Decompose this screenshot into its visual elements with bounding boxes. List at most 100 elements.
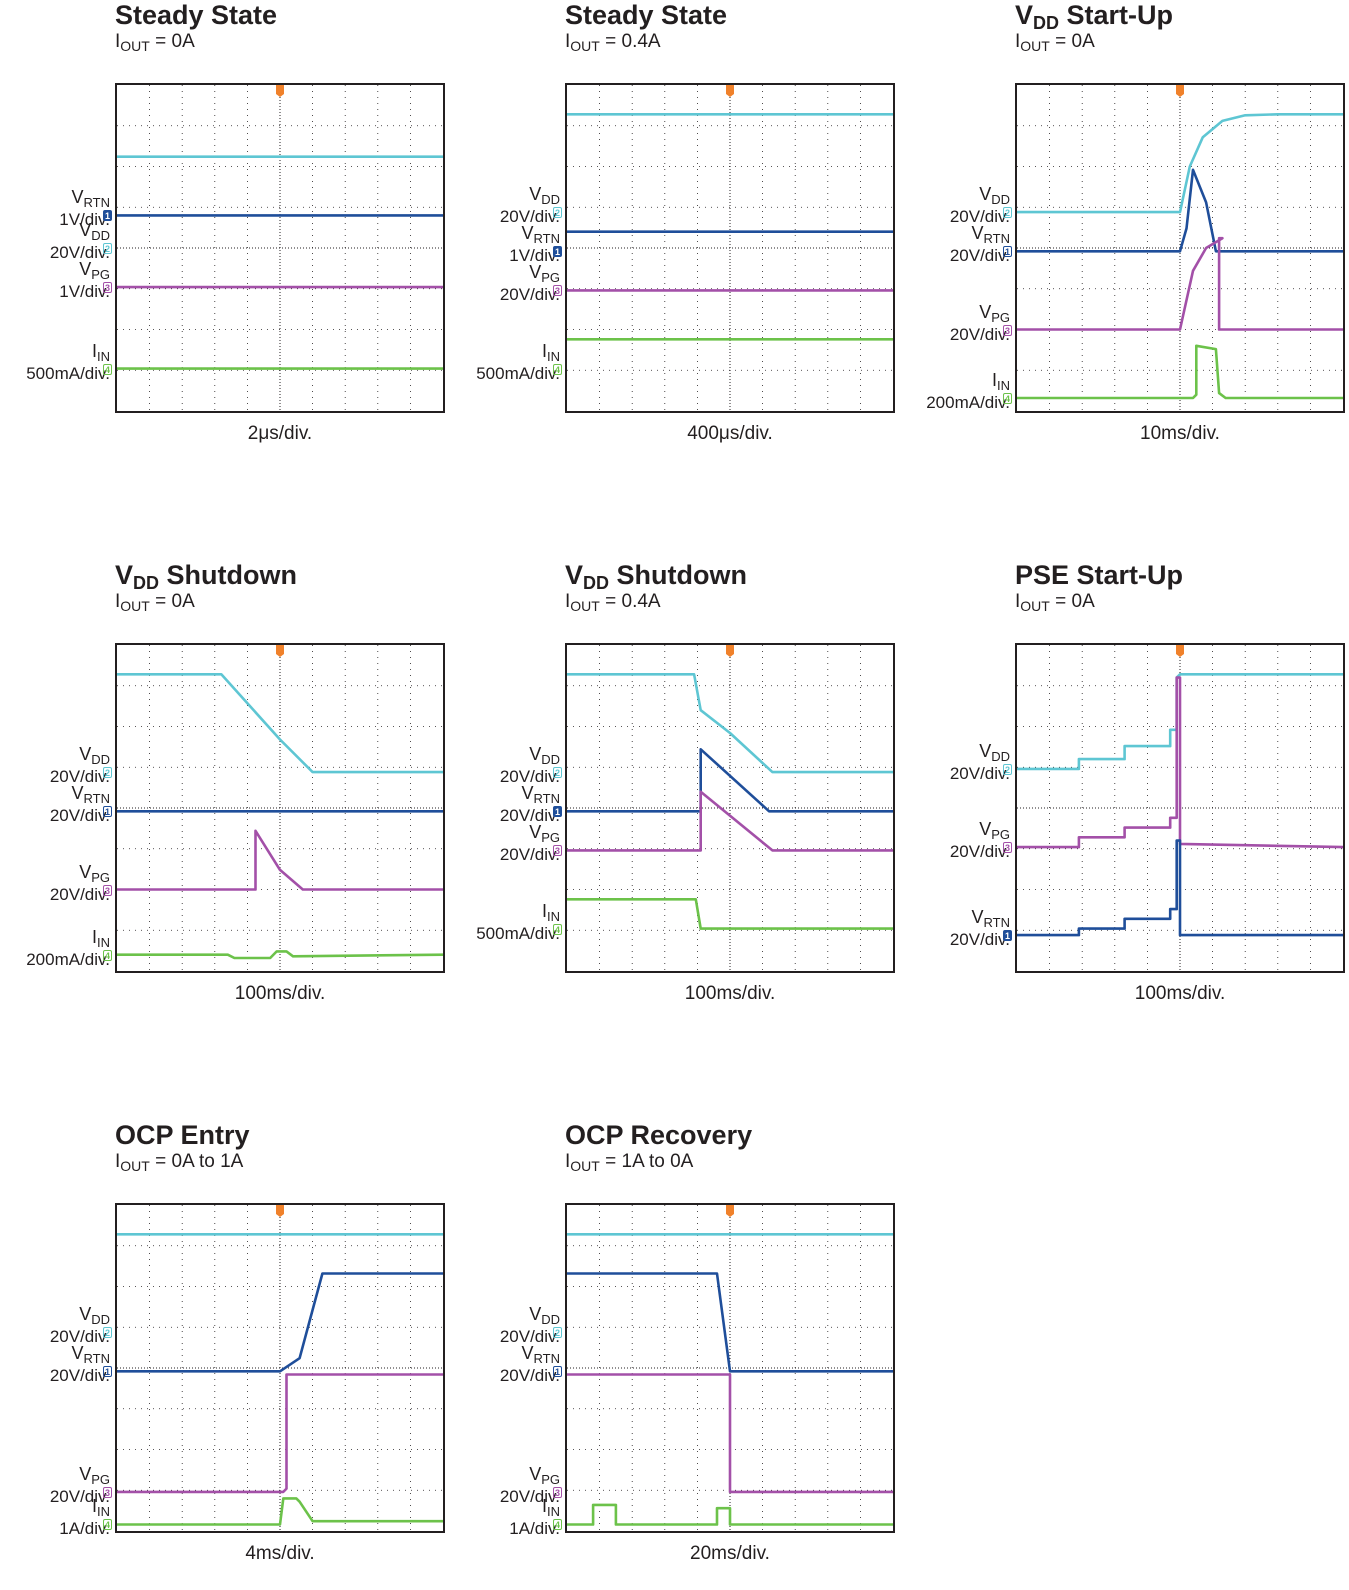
trace-vdd bbox=[117, 672, 443, 774]
scope-panel: VDD Shutdown IOUT = 0.4A VDD 20V/div. 2 VRTN 2… bbox=[450, 560, 900, 1030]
channel-marker-vdd: 2 bbox=[1003, 763, 1012, 775]
panel-condition: IOUT = 1A to 0A bbox=[565, 1150, 693, 1178]
condition-subscript: OUT bbox=[1020, 38, 1050, 54]
channel-name: IIN bbox=[509, 1496, 560, 1520]
trigger-marker-icon bbox=[276, 1205, 284, 1217]
channel-marker-vrtn: 1 bbox=[1003, 246, 1012, 258]
timebase-label: 4ms/div. bbox=[245, 1543, 315, 1564]
trace-vpg bbox=[567, 790, 893, 852]
channel-subscript: DD bbox=[991, 192, 1010, 208]
channel-name: VDD bbox=[50, 1305, 110, 1328]
channel-symbol: V bbox=[971, 907, 984, 928]
scope-panel: VDD Start-Up IOUT = 0A VDD 20V/div. 2 VRTN 20V… bbox=[900, 0, 1349, 470]
channel-label-vdd: VDD 20V/div. bbox=[50, 1305, 110, 1345]
graticule bbox=[117, 645, 443, 971]
channel-name: IIN bbox=[926, 371, 1010, 394]
timebase-label: 100ms/div. bbox=[684, 983, 776, 1004]
channel-scale: 20V/div. bbox=[49, 1366, 110, 1386]
timebase-label: 20ms/div. bbox=[690, 1543, 770, 1564]
waveform-plot bbox=[567, 1205, 893, 1531]
channel-subscript: RTN bbox=[83, 1351, 110, 1367]
channel-scale: 20V/div. bbox=[499, 806, 560, 826]
trace-vrtn bbox=[567, 1272, 893, 1373]
channel-symbol: V bbox=[71, 187, 84, 208]
channel-symbol: I bbox=[541, 340, 547, 361]
channel-label-vdd: VDD 20V/div. bbox=[500, 1305, 560, 1345]
channel-marker-vdd: 2 bbox=[553, 767, 562, 779]
panel-title-rest: Start-Up bbox=[1059, 0, 1174, 30]
channel-scale: 1A/div. bbox=[509, 1519, 560, 1539]
channel-marker-vdd: 2 bbox=[1003, 207, 1012, 219]
waveform-plot bbox=[117, 85, 443, 411]
channel-subscript: RTN bbox=[983, 915, 1010, 931]
panel-title: OCP Recovery bbox=[565, 1120, 752, 1150]
channel-label-vpg: VPG 20V/div. bbox=[499, 1463, 560, 1506]
channel-symbol: V bbox=[979, 184, 992, 205]
channel-subscript: DD bbox=[541, 752, 560, 768]
timebase-label: 10ms/div. bbox=[1140, 423, 1220, 444]
trace-vdd bbox=[1017, 112, 1343, 214]
channel-marker-vrtn: 1 bbox=[103, 210, 112, 222]
channel-marker-vpg: 3 bbox=[103, 282, 112, 294]
waveform-plot bbox=[567, 85, 893, 411]
channel-symbol: V bbox=[529, 184, 542, 205]
panel-condition: IOUT = 0A bbox=[1015, 590, 1095, 618]
condition-value: = 0A bbox=[149, 31, 195, 52]
channel-label-vrtn: VRTN 1V/div. bbox=[509, 224, 560, 264]
channel-marker-vdd: 2 bbox=[103, 767, 112, 779]
panel-condition: IOUT = 0.4A bbox=[565, 590, 661, 618]
channel-label-iin: IIN 500mA/div. bbox=[26, 340, 110, 382]
panel-title: VDD Shutdown bbox=[565, 560, 747, 598]
channel-label-vrtn: VRTN 20V/div. bbox=[950, 223, 1010, 264]
channel-name: VDD bbox=[500, 184, 560, 208]
graticule bbox=[567, 645, 893, 971]
panel-title-main: PSE Start-Up bbox=[1015, 560, 1184, 590]
trace-vpg bbox=[1017, 236, 1343, 331]
channel-scale: 200mA/div. bbox=[926, 392, 1010, 412]
channel-label-vpg: VPG 20V/div. bbox=[500, 823, 560, 863]
condition-value: = 0A to 1A bbox=[149, 1151, 244, 1172]
channel-name: VPG bbox=[500, 1463, 560, 1488]
scope-screen bbox=[1015, 643, 1345, 973]
timebase-label: 2μs/div. bbox=[247, 423, 313, 444]
channel-label-vdd: VDD 20V/div. bbox=[500, 184, 560, 225]
panel-title-main: Steady State bbox=[115, 0, 278, 30]
channel-symbol: I bbox=[91, 340, 97, 361]
channel-scale: 20V/div. bbox=[949, 324, 1010, 344]
timebase-label: 400μs/div. bbox=[687, 423, 773, 444]
channel-label-iin: IIN 1A/div. bbox=[509, 1496, 560, 1539]
channel-scale: 20V/div. bbox=[499, 1486, 560, 1506]
channel-name: VRTN bbox=[500, 1344, 561, 1367]
channel-symbol: V bbox=[979, 301, 992, 322]
condition-subscript: OUT bbox=[120, 38, 150, 54]
condition-subscript: OUT bbox=[1020, 598, 1050, 614]
channel-marker-vrtn: 1 bbox=[553, 1366, 562, 1378]
channel-name: VRTN bbox=[950, 907, 1011, 931]
channel-label-vrtn: VRTN 20V/div. bbox=[50, 784, 110, 824]
panel-title: VDD Shutdown bbox=[115, 560, 297, 598]
scope-panel: OCP Recovery IOUT = 1A to 0A VDD 20V/div. 2 V… bbox=[450, 1120, 900, 1590]
channel-symbol: V bbox=[529, 1463, 542, 1484]
channel-subscript: RTN bbox=[83, 195, 110, 211]
channel-symbol: V bbox=[971, 223, 984, 244]
channel-scale: 20V/div. bbox=[949, 763, 1010, 783]
trace-vrtn bbox=[1017, 168, 1343, 253]
channel-symbol: V bbox=[979, 819, 992, 840]
channel-symbol: V bbox=[71, 1343, 84, 1364]
channel-label-iin: IIN 200mA/div. bbox=[926, 371, 1010, 412]
trace-vpg bbox=[117, 1373, 443, 1494]
trigger-marker-icon bbox=[726, 1205, 734, 1217]
channel-marker-vpg: 3 bbox=[553, 1486, 562, 1498]
channel-symbol: I bbox=[541, 1496, 547, 1517]
channel-marker-iin: 4 bbox=[553, 1519, 562, 1531]
channel-marker-vrtn: 1 bbox=[1003, 930, 1012, 942]
channel-marker-iin: 4 bbox=[103, 949, 112, 961]
channel-label-vpg: VPG 20V/div. bbox=[50, 863, 110, 903]
channel-symbol: V bbox=[521, 783, 534, 804]
channel-subscript: PG bbox=[91, 1471, 110, 1487]
channel-symbol: V bbox=[79, 744, 92, 765]
channel-label-vrtn: VRTN 20V/div. bbox=[950, 907, 1011, 948]
panel-title-main: V bbox=[115, 560, 134, 590]
channel-marker-vrtn: 1 bbox=[553, 806, 562, 818]
channel-subscript: IN bbox=[547, 1504, 560, 1520]
